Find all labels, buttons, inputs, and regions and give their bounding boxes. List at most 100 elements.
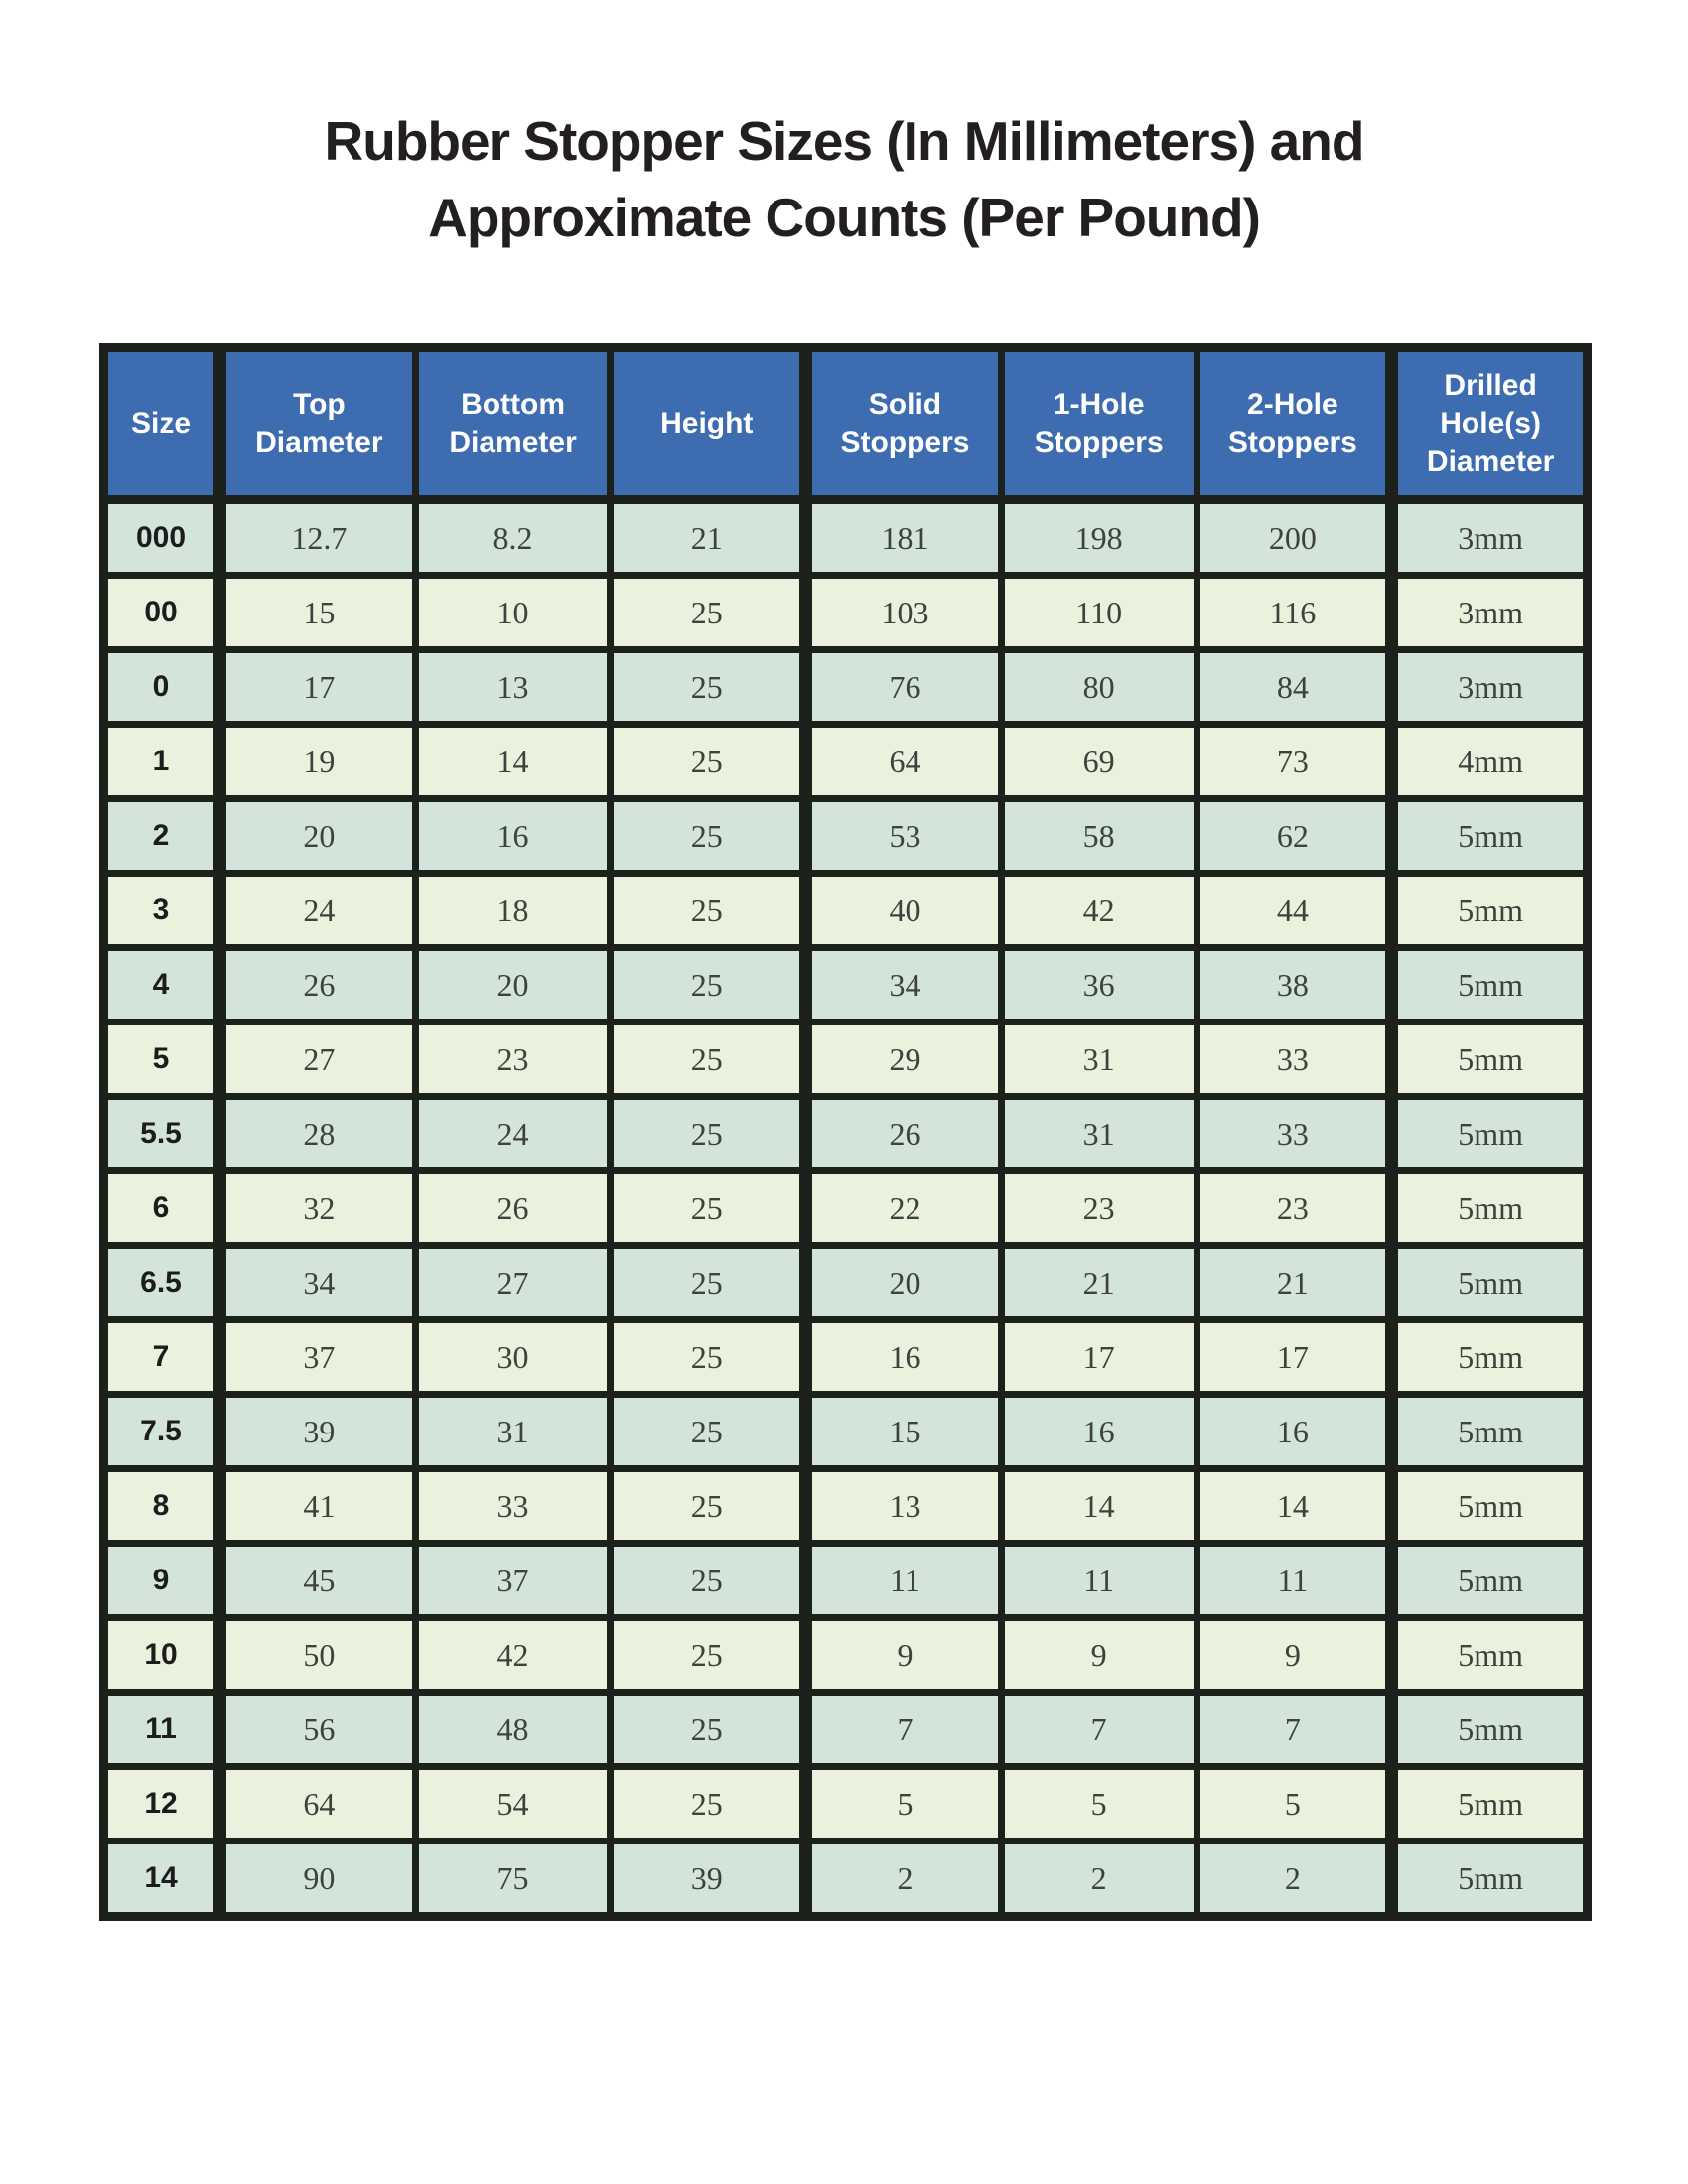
- table-cell: 16: [411, 795, 615, 877]
- table-cell: 41: [216, 1465, 419, 1547]
- column-header-top-diameter: Top Diameter: [216, 344, 419, 503]
- table-cell: 23: [997, 1167, 1200, 1249]
- row-size-label: 000: [100, 496, 226, 579]
- table-cell: 76: [802, 646, 1005, 728]
- table-cell: 34: [216, 1242, 419, 1323]
- table-cell: 84: [1193, 646, 1399, 728]
- table-cell: 20: [216, 795, 419, 877]
- table-cell: 25: [607, 1167, 813, 1249]
- table-cell: 40: [802, 870, 1005, 951]
- table-cell: 181: [802, 496, 1005, 579]
- table-cell: 16: [1193, 1391, 1399, 1472]
- row-size-label: 14: [100, 1838, 226, 1920]
- table-row: 6 32 26 25 22 23 23 5mm: [100, 1167, 1591, 1249]
- table-row: 5 27 23 25 29 31 33 5mm: [100, 1019, 1591, 1100]
- table-cell: 36: [997, 944, 1200, 1025]
- table-cell: 13: [802, 1465, 1005, 1547]
- table-cell: 13: [411, 646, 615, 728]
- table-cell: 39: [607, 1838, 813, 1920]
- table-cell: 5mm: [1388, 1167, 1591, 1249]
- table-cell: 80: [997, 646, 1200, 728]
- table-cell: 31: [997, 1093, 1200, 1174]
- table-cell: 9: [1193, 1614, 1399, 1696]
- table-cell: 25: [607, 1614, 813, 1696]
- table-cell: 34: [802, 944, 1005, 1025]
- table-cell: 17: [1193, 1316, 1399, 1398]
- table-cell: 25: [607, 944, 813, 1025]
- row-size-label: 6: [100, 1167, 226, 1249]
- table-cell: 8.2: [411, 496, 615, 579]
- table-cell: 24: [216, 870, 419, 951]
- table-cell: 28: [216, 1093, 419, 1174]
- row-size-label: 4: [100, 944, 226, 1025]
- table-cell: 25: [607, 1019, 813, 1100]
- table-cell: 25: [607, 1689, 813, 1770]
- table-cell: 90: [216, 1838, 419, 1920]
- table-cell: 75: [411, 1838, 615, 1920]
- table-cell: 5mm: [1388, 795, 1591, 877]
- stopper-size-table: Size Top Diameter Bottom Diameter Height Sol…: [99, 343, 1592, 1921]
- table-cell: 5: [1193, 1763, 1399, 1844]
- table-row: 12 64 54 25 5 5 5 5mm: [100, 1763, 1591, 1844]
- table-cell: 3mm: [1388, 496, 1591, 579]
- table-row: 7 37 30 25 16 17 17 5mm: [100, 1316, 1591, 1398]
- column-header-bottom-diameter: Bottom Diameter: [411, 344, 615, 503]
- table-cell: 58: [997, 795, 1200, 877]
- table-cell: 26: [802, 1093, 1005, 1174]
- table-cell: 110: [997, 572, 1200, 653]
- table-cell: 12.7: [216, 496, 419, 579]
- table-cell: 25: [607, 1540, 813, 1621]
- table-cell: 7: [997, 1689, 1200, 1770]
- table-row: 0 17 13 25 76 80 84 3mm: [100, 646, 1591, 728]
- table-cell: 16: [802, 1316, 1005, 1398]
- page-title-line-2: Approximate Counts (Per Pound): [428, 187, 1261, 248]
- table-cell: 24: [411, 1093, 615, 1174]
- table-cell: 37: [216, 1316, 419, 1398]
- table-cell: 26: [411, 1167, 615, 1249]
- table-cell: 42: [411, 1614, 615, 1696]
- table-cell: 14: [997, 1465, 1200, 1547]
- table-cell: 27: [411, 1242, 615, 1323]
- table-cell: 27: [216, 1019, 419, 1100]
- column-header-drilled-hole-s-diameter: Drilled Hole(s) Diameter: [1388, 344, 1591, 503]
- table-row: 10 50 42 25 9 9 9 5mm: [100, 1614, 1591, 1696]
- table-cell: 25: [607, 1763, 813, 1844]
- table-cell: 16: [997, 1391, 1200, 1472]
- table-cell: 5mm: [1388, 1763, 1591, 1844]
- table-row: 1 19 14 25 64 69 73 4mm: [100, 721, 1591, 802]
- table-cell: 9: [997, 1614, 1200, 1696]
- row-size-label: 8: [100, 1465, 226, 1547]
- table-cell: 25: [607, 795, 813, 877]
- column-header-solid-stoppers: Solid Stoppers: [802, 344, 1005, 503]
- table-cell: 5mm: [1388, 1540, 1591, 1621]
- table-cell: 25: [607, 1242, 813, 1323]
- table-cell: 23: [1193, 1167, 1399, 1249]
- table-cell: 21: [607, 496, 813, 579]
- table-cell: 5mm: [1388, 1242, 1591, 1323]
- table-cell: 25: [607, 721, 813, 802]
- table-cell: 5: [997, 1763, 1200, 1844]
- table-cell: 2: [1193, 1838, 1399, 1920]
- table-row: 4 26 20 25 34 36 38 5mm: [100, 944, 1591, 1025]
- table-cell: 62: [1193, 795, 1399, 877]
- table-cell: 198: [997, 496, 1200, 579]
- table-cell: 53: [802, 795, 1005, 877]
- page-title: Rubber Stopper Sizes (In Millimeters) an…: [0, 103, 1688, 256]
- row-size-label: 7.5: [100, 1391, 226, 1472]
- table-cell: 14: [411, 721, 615, 802]
- table-cell: 21: [997, 1242, 1200, 1323]
- table-cell: 7: [802, 1689, 1005, 1770]
- table-row: 6.5 34 27 25 20 21 21 5mm: [100, 1242, 1591, 1323]
- table-cell: 32: [216, 1167, 419, 1249]
- table-cell: 33: [1193, 1093, 1399, 1174]
- table-cell: 15: [802, 1391, 1005, 1472]
- table-cell: 103: [802, 572, 1005, 653]
- table-cell: 2: [997, 1838, 1200, 1920]
- table-row: 8 41 33 25 13 14 14 5mm: [100, 1465, 1591, 1547]
- row-size-label: 10: [100, 1614, 226, 1696]
- table-cell: 5: [802, 1763, 1005, 1844]
- table-cell: 44: [1193, 870, 1399, 951]
- table-cell: 31: [997, 1019, 1200, 1100]
- table-cell: 37: [411, 1540, 615, 1621]
- table-cell: 20: [411, 944, 615, 1025]
